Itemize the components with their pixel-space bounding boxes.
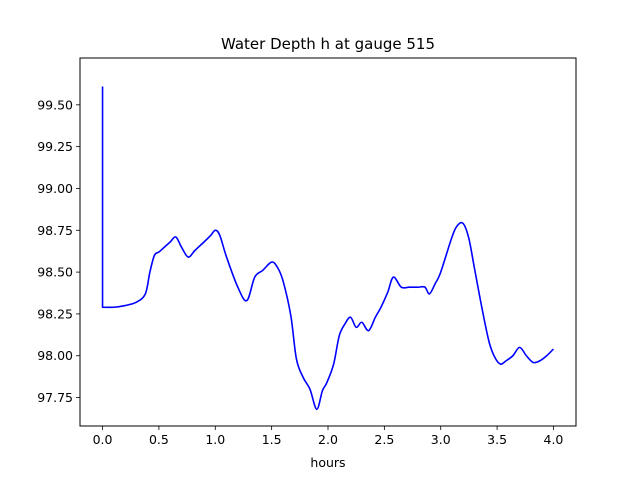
- y-tick-label: 99.25: [37, 139, 73, 154]
- x-tick-label: 3.5: [487, 432, 507, 447]
- y-axis: 97.75 98.00 98.25 98.50 98.75 99.00 99.25 99.50: [37, 97, 80, 405]
- x-axis-label: hours: [310, 455, 345, 470]
- y-tick-label: 98.00: [37, 348, 73, 363]
- series-line: [101, 86, 555, 411]
- x-tick-label: 2.5: [374, 432, 394, 447]
- y-tick-label: 98.75: [37, 223, 73, 238]
- y-tick-label: 98.25: [37, 306, 73, 321]
- x-tick-label: 4.0: [544, 432, 564, 447]
- y-tick-label: 99.00: [37, 181, 73, 196]
- x-tick-label: 3.0: [431, 432, 451, 447]
- y-tick-label: 98.50: [37, 265, 73, 280]
- x-tick-label: 0.5: [149, 432, 169, 447]
- x-tick-label: 0.0: [93, 432, 113, 447]
- x-tick-label: 2.0: [318, 432, 338, 447]
- x-axis: 0.0 0.5 1.0 1.5 2.0 2.5 3.0 3.5 4.0: [93, 426, 564, 447]
- x-tick-label: 1.5: [262, 432, 282, 447]
- x-tick-label: 1.0: [205, 432, 225, 447]
- chart-title: Water Depth h at gauge 515: [221, 35, 435, 53]
- y-tick-label: 97.75: [37, 390, 73, 405]
- series-layer: [101, 86, 555, 411]
- y-tick-label: 99.50: [37, 97, 73, 112]
